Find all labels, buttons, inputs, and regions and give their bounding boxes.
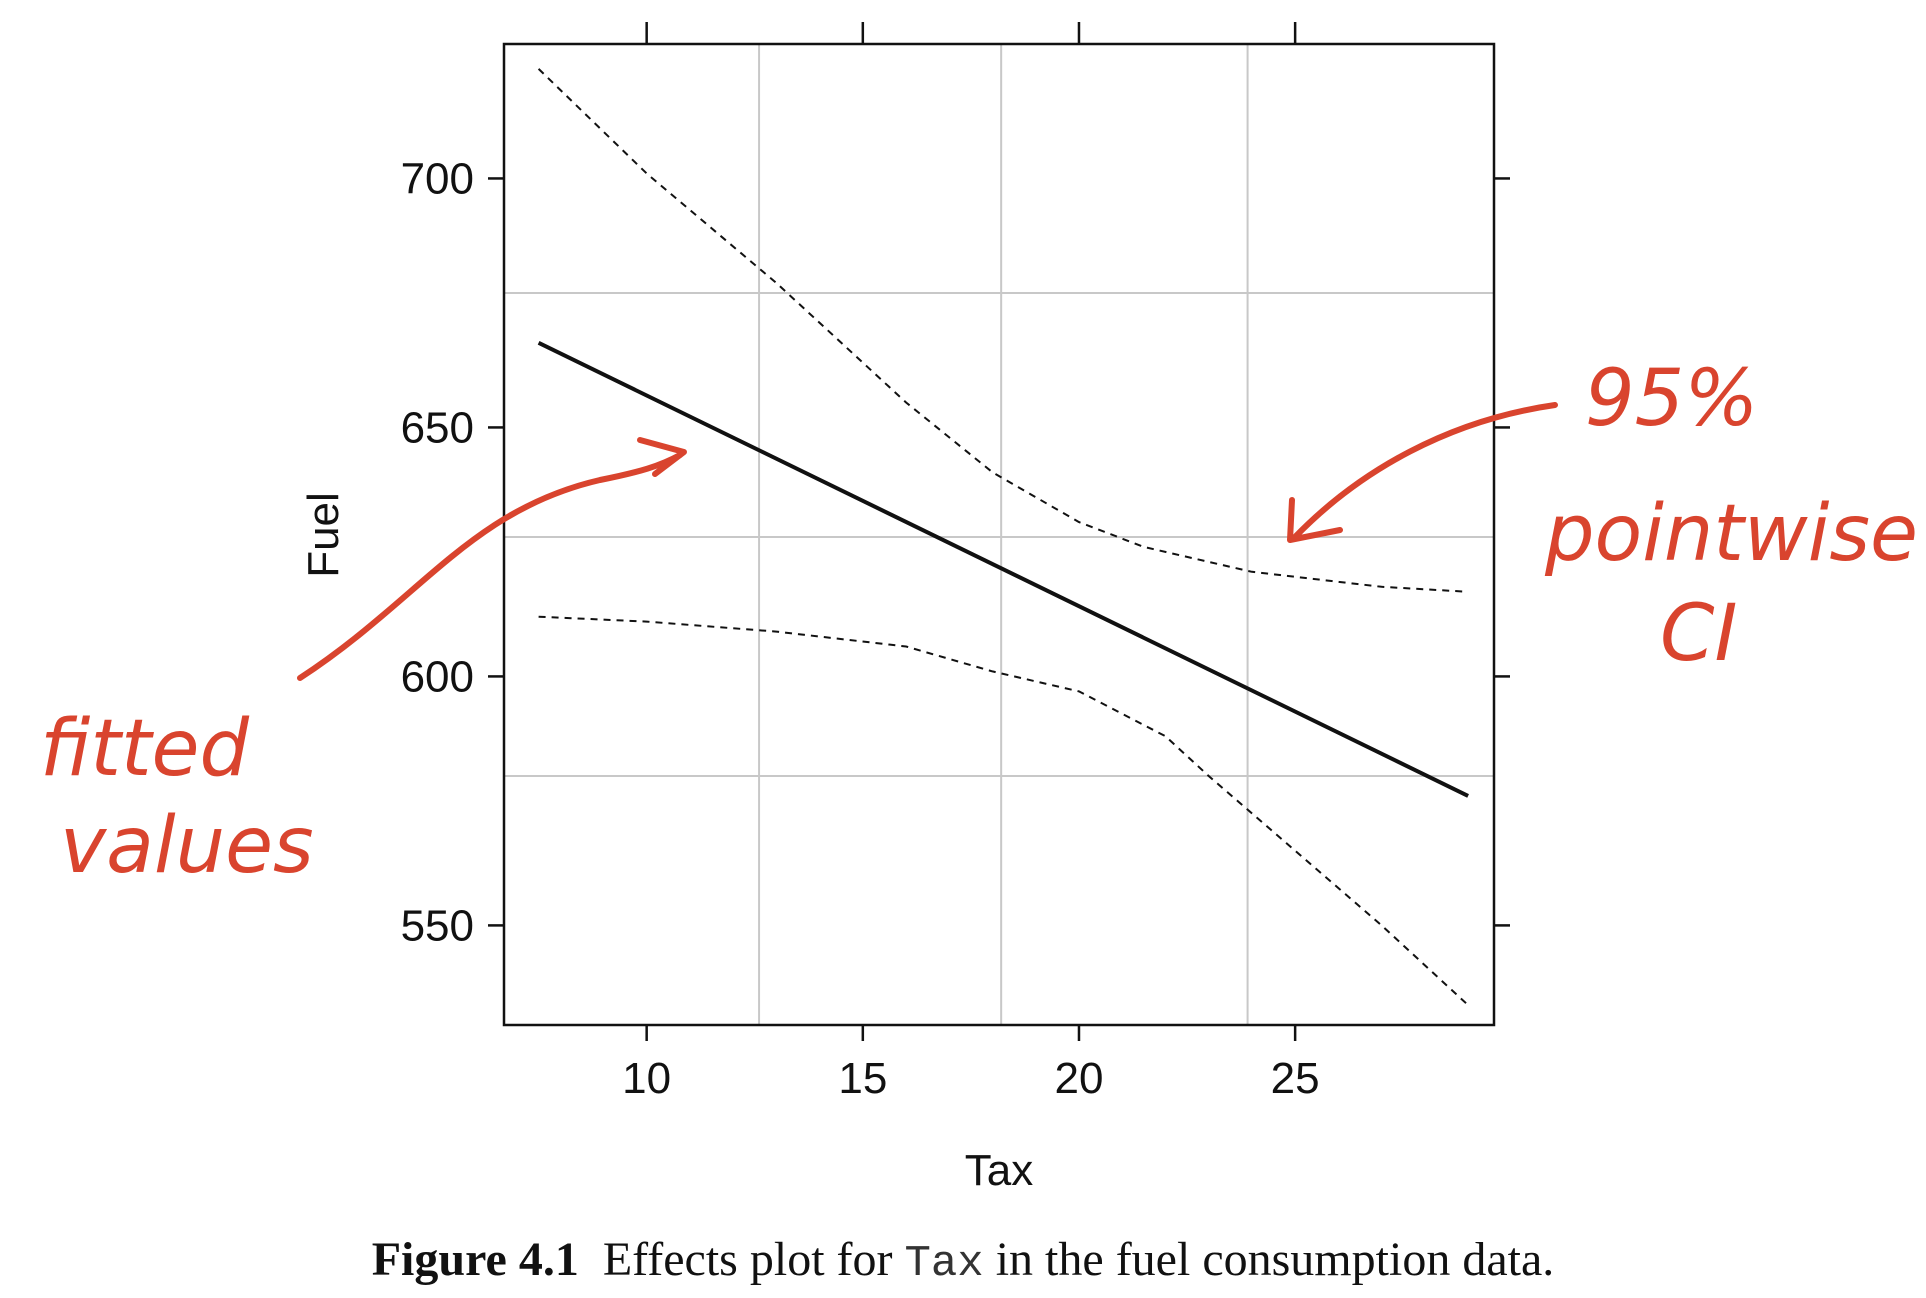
- ci-arrowhead: [1287, 497, 1343, 543]
- y-tick-label-700: 700: [401, 154, 474, 203]
- y-tick-label-650: 650: [401, 403, 474, 452]
- grid: [504, 44, 1494, 1025]
- y-axis-title: Fuel: [299, 492, 348, 578]
- caption-code: Tax: [904, 1239, 984, 1289]
- annotation-ci-line-2: pointwise: [1544, 489, 1918, 579]
- caption-text-after: in the fuel consumption data.: [995, 1233, 1555, 1286]
- annotation-ci-line-3: CI: [1660, 589, 1737, 679]
- ci-arrow: [1292, 402, 1558, 540]
- handwritten-annotations: [297, 402, 1558, 681]
- fitted-values-arrow: [297, 452, 683, 681]
- upper-ci-line: [537, 68, 1469, 593]
- lower-ci-line: [538, 615, 1469, 1006]
- figure-caption: Figure 4.1 Effects plot for Tax in the f…: [0, 1232, 1926, 1289]
- caption-text-before: Effects plot for: [602, 1233, 893, 1286]
- x-axis-title: Tax: [965, 1146, 1033, 1195]
- fitted-line: [537, 341, 1469, 798]
- series: [537, 68, 1469, 1006]
- x-tick-label-20: 20: [1055, 1054, 1104, 1103]
- x-tick-label-15: 15: [838, 1054, 887, 1103]
- annotation-ci-line-1: 95%: [1585, 354, 1758, 444]
- fitted-values-arrowhead: [637, 437, 687, 477]
- y-tick-label-550: 550: [401, 901, 474, 950]
- y-tick-label-600: 600: [401, 652, 474, 701]
- x-tick-label-10: 10: [622, 1054, 671, 1103]
- plot-frame: [502, 42, 1496, 1027]
- x-tick-label-25: 25: [1271, 1054, 1320, 1103]
- axis-ticks: 10 15 20 25 550 600 650 700: [401, 22, 1510, 1103]
- annotation-fitted-line-2: values: [60, 801, 314, 891]
- caption-label: Figure 4.1: [371, 1233, 579, 1286]
- annotation-fitted-line-1: fitted: [40, 704, 250, 794]
